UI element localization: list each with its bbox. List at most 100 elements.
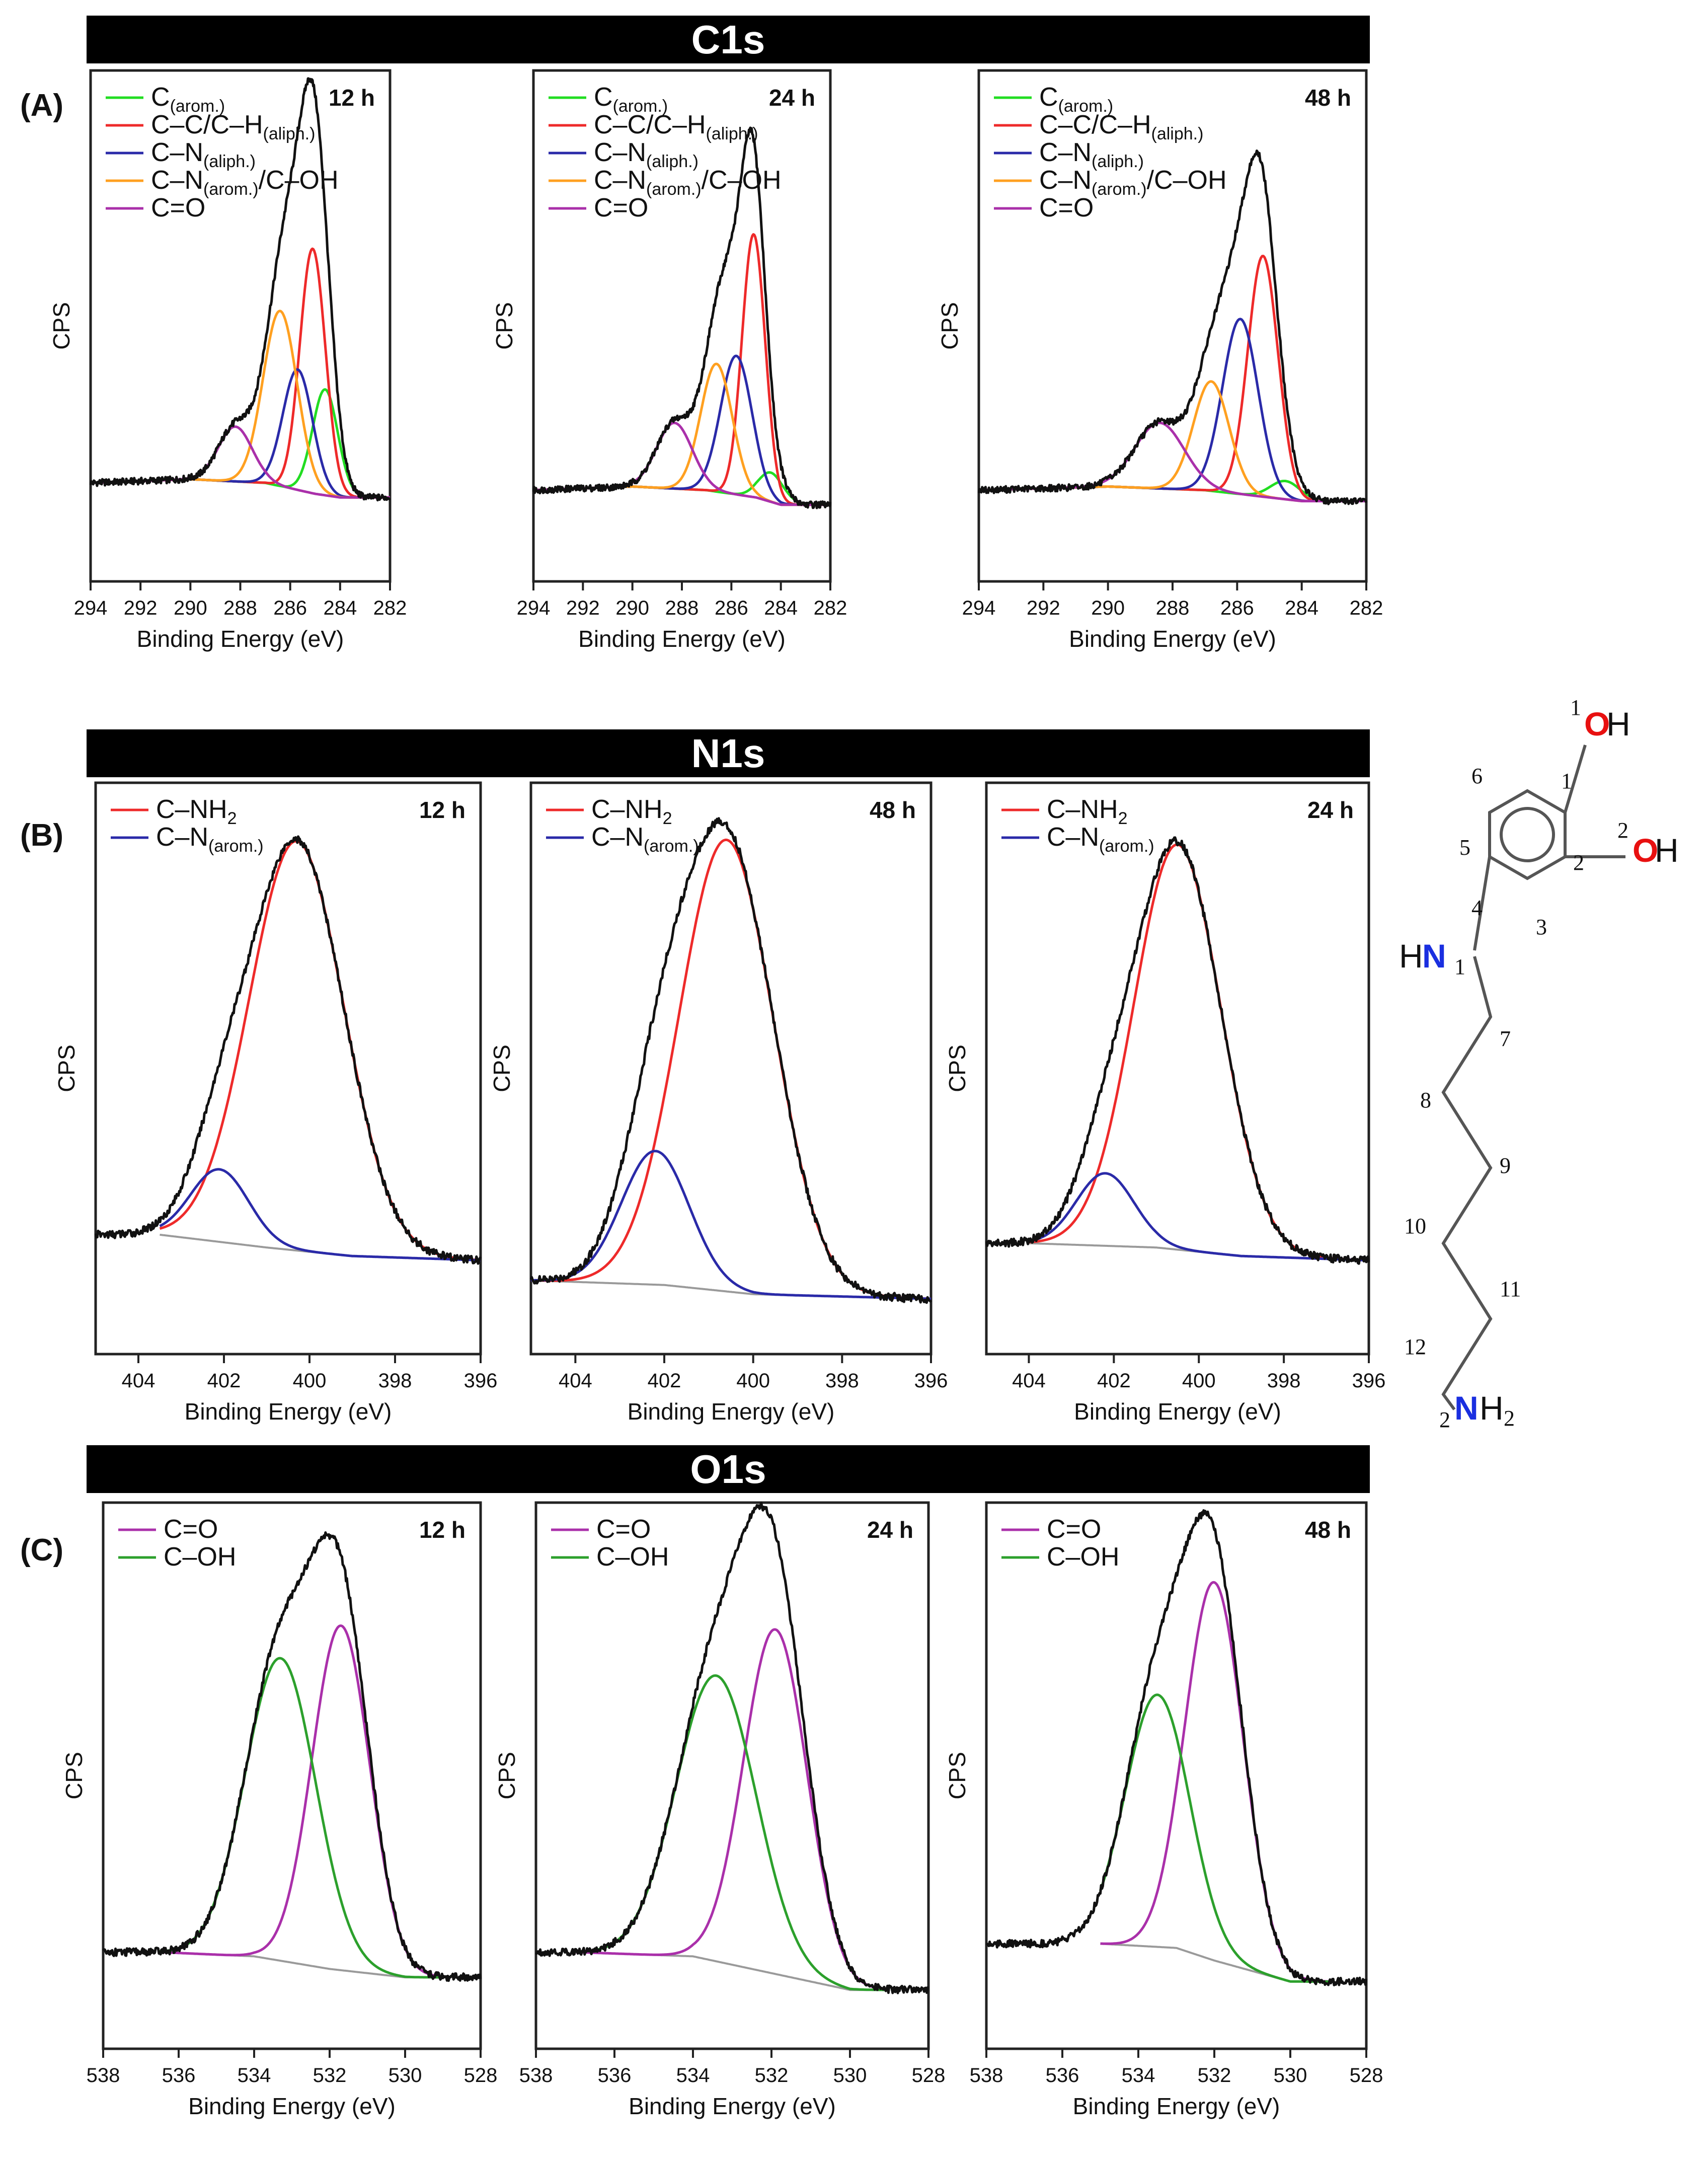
atom-number-5: 5 bbox=[1459, 835, 1470, 860]
x-tick-label: 538 bbox=[87, 2064, 120, 2087]
x-axis-label: Binding Energy (eV) bbox=[578, 626, 786, 652]
plot-frame bbox=[985, 1501, 1368, 2050]
time-label: 24 h bbox=[867, 1517, 913, 1543]
x-tick-label: 290 bbox=[174, 597, 207, 619]
x-tick-label: 284 bbox=[323, 597, 357, 619]
component-curve bbox=[1099, 1693, 1329, 1983]
component-curve bbox=[530, 1150, 931, 1300]
y-axis-label: CPS bbox=[489, 1045, 515, 1092]
n2-prescript: 2 bbox=[1439, 1407, 1450, 1432]
x-axis-label: Binding Energy (eV) bbox=[628, 1398, 835, 1425]
legend-entry: C=O bbox=[151, 193, 205, 222]
component-curve bbox=[978, 255, 1367, 502]
component-curve bbox=[533, 233, 831, 506]
x-tick-label: 282 bbox=[814, 597, 847, 619]
atom-number-2: 2 bbox=[1573, 850, 1584, 875]
chart-o1s-48h: 538 536 534 532 530 528 Binding Energy (eV) CPS… bbox=[944, 1501, 1383, 2119]
legend-entry: C–OH bbox=[596, 1542, 669, 1572]
time-label: 12 h bbox=[329, 85, 375, 111]
x-tick-label: 286 bbox=[715, 597, 748, 619]
legend-entry: C–C/C–H(aliph.) bbox=[1039, 110, 1203, 143]
panel-label-c: (C) bbox=[20, 1533, 63, 1568]
x-axis-label: Binding Energy (eV) bbox=[1074, 1398, 1281, 1425]
banner-n1s: N1s bbox=[87, 729, 1370, 777]
component-curve bbox=[159, 1624, 443, 1978]
chart-c1s-24h: 294 292 290 288 286 284 282 Binding Energy (eV)… bbox=[491, 69, 847, 652]
component-curve bbox=[1100, 1581, 1329, 1983]
component-curve bbox=[978, 380, 1367, 502]
legend-entry: C=O bbox=[164, 1515, 218, 1544]
x-tick-label: 400 bbox=[293, 1370, 327, 1392]
x-tick-label: 402 bbox=[648, 1370, 681, 1392]
hn-n-label: N bbox=[1422, 937, 1446, 975]
banner-o1s-bar bbox=[87, 1445, 1370, 1493]
x-tick-label: 290 bbox=[1091, 597, 1125, 619]
oh2-o-label: O bbox=[1633, 832, 1658, 869]
chart-o1s-12h: 538 536 534 532 530 528 Binding Energy (eV) CPS… bbox=[61, 1501, 497, 2119]
legend-entry: C–NH2 bbox=[1047, 795, 1128, 828]
x-tick-label: 528 bbox=[912, 2064, 946, 2087]
x-tick-label: 284 bbox=[764, 597, 798, 619]
x-tick-label: 530 bbox=[833, 2064, 867, 2087]
legend-entry: C–OH bbox=[164, 1542, 236, 1572]
legend-entry: C–N(arom.)/C–OH bbox=[151, 166, 339, 199]
legend-entry: C–N(arom.) bbox=[156, 823, 264, 856]
x-tick-label: 282 bbox=[373, 597, 407, 619]
x-tick-label: 534 bbox=[676, 2064, 710, 2087]
aromatic-circle bbox=[1500, 807, 1555, 862]
bond-c1-oh bbox=[1564, 745, 1587, 813]
x-tick-label: 282 bbox=[1350, 597, 1383, 619]
n1-subscript: 1 bbox=[1454, 954, 1465, 979]
oh2-label: H bbox=[1655, 832, 1679, 869]
y-axis-label: CPS bbox=[53, 1045, 80, 1092]
x-axis-label: Binding Energy (eV) bbox=[188, 2093, 396, 2119]
alkyl-chain bbox=[1441, 956, 1493, 1410]
time-label: 24 h bbox=[769, 85, 815, 111]
x-axis-label: Binding Energy (eV) bbox=[137, 626, 344, 652]
x-tick-label: 400 bbox=[736, 1370, 770, 1392]
time-label: 12 h bbox=[419, 1517, 465, 1543]
legend-entry: C–N(arom.)/C–OH bbox=[1039, 166, 1227, 199]
legend-entry: C(arom.) bbox=[1039, 83, 1113, 116]
component-curve bbox=[533, 421, 831, 506]
component-curve bbox=[159, 1168, 481, 1262]
x-tick-label: 530 bbox=[389, 2064, 422, 2087]
envelope-curve bbox=[977, 150, 1368, 505]
x-tick-label: 404 bbox=[122, 1370, 156, 1392]
x-tick-label: 536 bbox=[598, 2064, 632, 2087]
x-tick-label: 530 bbox=[1274, 2064, 1307, 2087]
envelope-curve bbox=[89, 77, 391, 502]
oh1-superscript: 1 bbox=[1570, 695, 1581, 720]
atom-number-6: 6 bbox=[1471, 764, 1483, 788]
x-tick-label: 292 bbox=[1027, 597, 1060, 619]
oh1-label: H bbox=[1606, 705, 1631, 742]
time-label: 24 h bbox=[1307, 797, 1354, 823]
atom-number-3: 3 bbox=[1536, 915, 1547, 939]
atom-number-12: 12 bbox=[1404, 1334, 1426, 1359]
hn-h-label: H bbox=[1399, 937, 1423, 975]
envelope-curve bbox=[986, 1509, 1368, 1986]
x-tick-label: 398 bbox=[1267, 1370, 1301, 1392]
x-tick-label: 288 bbox=[665, 597, 699, 619]
x-tick-label: 528 bbox=[1350, 2064, 1383, 2087]
chart-c1s-48h: 294 292 290 288 286 284 282 Binding Energy (eV)… bbox=[937, 69, 1383, 652]
oh2-superscript: 2 bbox=[1617, 818, 1628, 843]
atom-number-9: 9 bbox=[1500, 1153, 1511, 1178]
x-tick-label: 404 bbox=[1012, 1370, 1046, 1392]
component-curve bbox=[159, 840, 481, 1261]
molecule-structure: O H 1 O H 2 H N 1 2 N H 2 1 2 3 4 5 6 7 … bbox=[1399, 695, 1679, 1432]
x-tick-label: 532 bbox=[1198, 2064, 1231, 2087]
plot-frame bbox=[102, 1501, 482, 2050]
banner-n1s-label: N1s bbox=[691, 731, 765, 776]
legend-entry: C(arom.) bbox=[594, 83, 668, 116]
time-label: 48 h bbox=[1305, 1517, 1351, 1543]
y-axis-label: CPS bbox=[494, 1752, 520, 1800]
legend-entry: C–OH bbox=[1047, 1542, 1119, 1572]
envelope-curve bbox=[985, 836, 1370, 1265]
atom-number-7: 7 bbox=[1500, 1026, 1511, 1051]
time-label: 48 h bbox=[870, 797, 916, 823]
legend-entry: C=O bbox=[594, 193, 648, 222]
banner-c1s-label: C1s bbox=[691, 17, 765, 62]
plot-frame bbox=[985, 781, 1370, 1356]
